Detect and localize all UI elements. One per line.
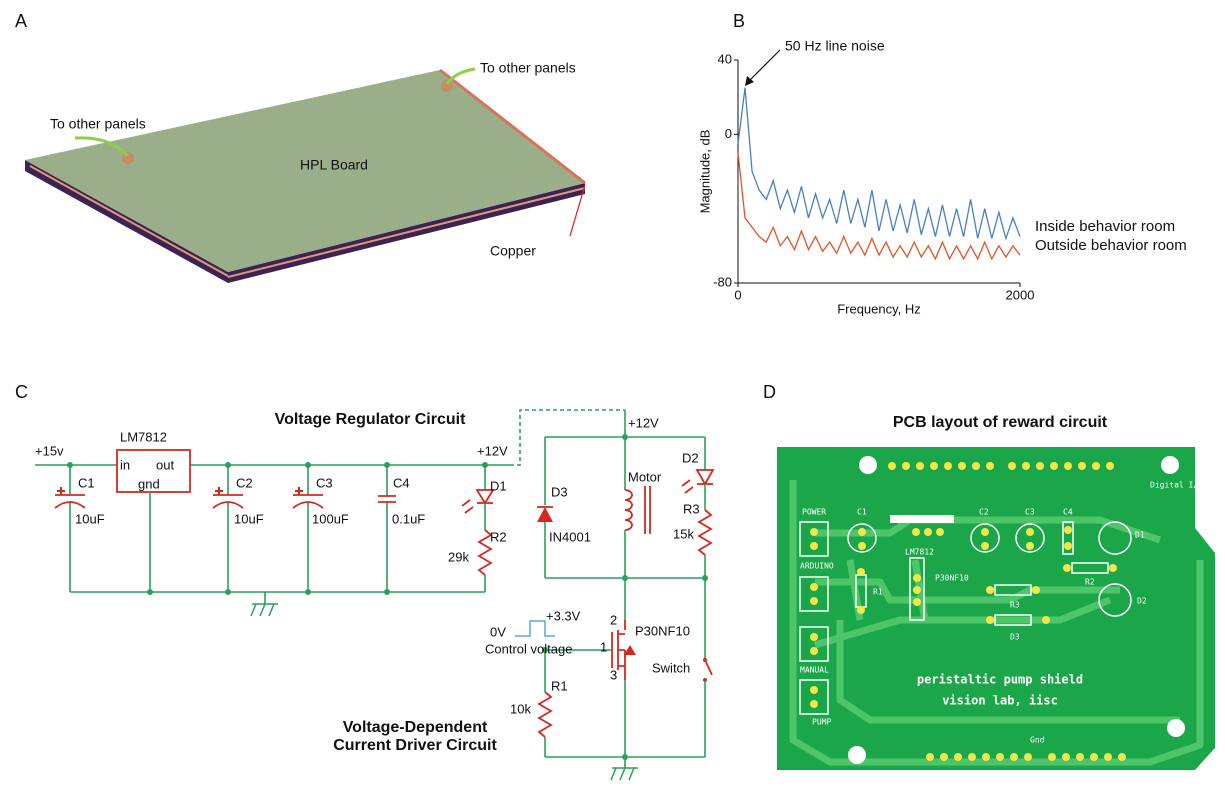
circuit-label: 0.1uF	[392, 511, 425, 526]
panel-letter: B	[733, 11, 745, 31]
pcb-label: D3	[1010, 633, 1020, 642]
wire-label: To other panels	[50, 116, 146, 132]
annotation: 50 Hz line noise	[785, 38, 885, 54]
circuit-label: Control voltage	[485, 641, 572, 656]
pcb-label: Digital I/O	[1150, 481, 1203, 490]
pcb-label: vision lab, iisc	[942, 694, 1058, 708]
circuit-title: Current Driver Circuit	[333, 737, 497, 754]
y-tick-label: 40	[718, 51, 732, 66]
circuit-label: C3	[316, 475, 333, 490]
x-tick-label: 2000	[1006, 287, 1035, 302]
legend-entry: Outside behavior room	[1035, 237, 1187, 254]
pcb-label: Gnd	[1030, 736, 1045, 745]
pcb-label: D2	[1137, 597, 1147, 606]
pcb-label: C4	[1063, 508, 1073, 517]
series-line	[738, 153, 1020, 259]
circuit-label: Switch	[652, 660, 690, 675]
circuit-title: Voltage Regulator Circuit	[275, 411, 467, 428]
pcb-drawing	[777, 447, 1215, 770]
y-axis-label: Magnitude, dB	[697, 130, 712, 214]
copper-label: Copper	[490, 243, 536, 259]
circuit-label: LM7812	[120, 429, 167, 444]
pcb-label: ARDUINO	[800, 562, 834, 571]
circuit-label: P30NF10	[635, 623, 690, 638]
circuit-label: 3	[610, 667, 617, 682]
x-tick-label: 0	[734, 287, 741, 302]
board-label: HPL Board	[300, 157, 368, 173]
pcb-label: LM7812	[905, 548, 934, 557]
circuit-label: out	[156, 457, 174, 472]
circuit-label: 0V	[490, 624, 506, 639]
circuit-label: D2	[682, 450, 699, 465]
circuit-label: gnd	[138, 476, 160, 491]
circuit-label: +15v	[35, 443, 64, 458]
y-tick-label: 0	[725, 126, 732, 141]
circuit-label: +12V	[628, 415, 659, 430]
circuit-label: D3	[551, 484, 568, 499]
figure: A B C D To other panels To other panels HPL Bo…	[0, 0, 1225, 784]
circuit-label: IN4001	[549, 529, 591, 544]
legend-entry: Inside behavior room	[1035, 218, 1175, 235]
circuit-label: C1	[78, 475, 95, 490]
circuit-label: C4	[393, 475, 410, 490]
circuit-label: in	[120, 457, 130, 472]
circuit-label: 10uF	[234, 511, 264, 526]
circuit-label: 10uF	[75, 511, 105, 526]
pcb-label: PUMP	[812, 718, 831, 727]
pcb-label: peristaltic pump shield	[917, 673, 1083, 687]
pcb-label: R3	[1010, 601, 1020, 610]
pcb-label: MANUAL	[800, 666, 829, 675]
y-tick-label: -80	[713, 274, 732, 289]
panel-letter: D	[763, 382, 776, 402]
circuit-label: 29k	[448, 549, 469, 564]
pcb-label: POWER	[802, 508, 826, 517]
pcb-label: C1	[857, 508, 867, 517]
circuit-label: R3	[683, 501, 700, 516]
circuit-label: 15k	[673, 526, 694, 541]
pcb-title: PCB layout of reward circuit	[893, 414, 1108, 431]
circuit-label: R1	[551, 678, 568, 693]
circuit-label: R2	[490, 529, 507, 544]
pcb-label: R1	[873, 588, 883, 597]
circuit-label: Motor	[628, 469, 662, 484]
pcb-label: C2	[979, 508, 989, 517]
panel-letter: A	[15, 11, 27, 31]
circuit-label: D1	[490, 478, 507, 493]
circuit-title: Voltage-Dependent	[343, 719, 488, 736]
circuit-label: 100uF	[312, 511, 349, 526]
circuit-label: +12V	[477, 443, 508, 458]
circuit-label: +3.3V	[546, 608, 581, 623]
circuit-label: 1	[600, 639, 607, 654]
annotation-arrow	[745, 50, 780, 86]
x-axis-label: Frequency, Hz	[837, 301, 921, 316]
circuit-label: 10k	[510, 701, 531, 716]
pcb-label: C3	[1025, 508, 1035, 517]
wire-label: To other panels	[480, 60, 576, 76]
pcb-label: P30NF10	[935, 574, 969, 583]
pcb-label: D1	[1135, 531, 1145, 540]
circuit-label: 2	[610, 612, 617, 627]
pcb-label: R2	[1085, 578, 1095, 587]
series-line	[738, 88, 1020, 239]
circuit-label: C2	[236, 475, 253, 490]
panel-letter: C	[15, 382, 28, 402]
